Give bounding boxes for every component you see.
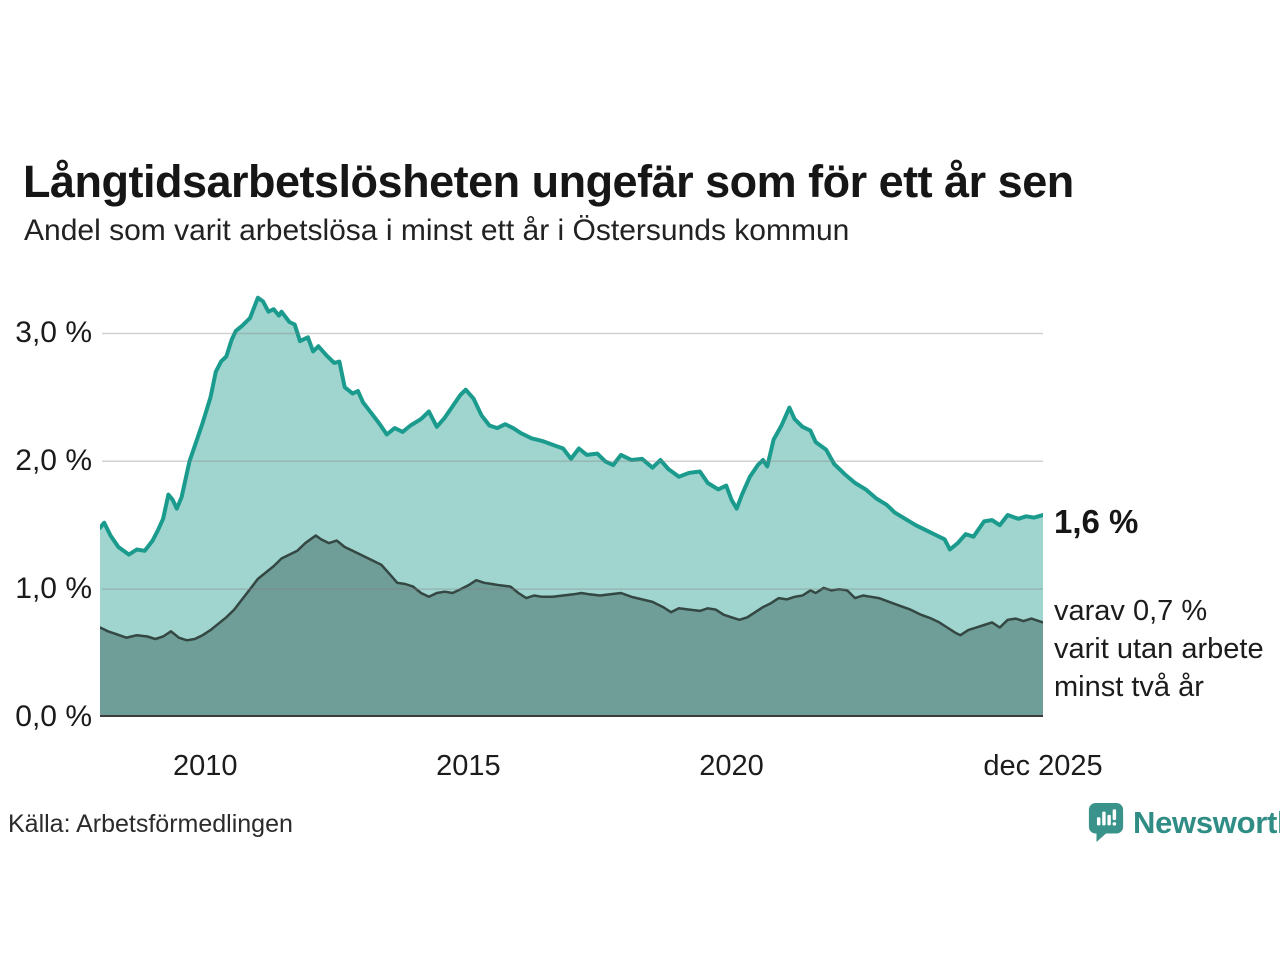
page-title: Långtidsarbetslösheten ungefär som för e… [23, 156, 1074, 208]
y-tick-label: 0,0 % [15, 700, 92, 733]
brand-logo: Newsworthy [1087, 801, 1280, 845]
x-tick-label: 2015 [436, 750, 501, 782]
secondary-annotation-line: varit utan arbete [1054, 633, 1264, 665]
latest-value-label: 1,6 % [1054, 503, 1139, 540]
secondary-annotation-line: minst två år [1054, 671, 1204, 703]
newsworthy-logo-icon [1088, 803, 1124, 842]
x-tick-label: 2020 [699, 750, 764, 782]
brand-wordmark: Newsworthy [1133, 805, 1280, 840]
series-area-1 [100, 535, 1043, 717]
series-line-1 [100, 534, 1043, 642]
chart-subtitle: Andel som varit arbetslösa i minst ett å… [24, 214, 850, 247]
x-tick-label: 2010 [172, 750, 238, 782]
area-chart [100, 295, 1043, 717]
x-tick-label: dec 2025 [983, 750, 1103, 782]
series-line-0 [100, 295, 1043, 557]
y-tick-label: 1,0 % [15, 572, 92, 606]
secondary-value-annotation: varav 0,7 % varit utan arbete minst två … [1054, 592, 1264, 706]
secondary-annotation-line: varav 0,7 % [1054, 595, 1208, 627]
source-note: Källa: Arbetsförmedlingen [8, 810, 293, 838]
y-tick-label: 2,0 % [15, 444, 92, 478]
y-tick-label: 3,0 % [15, 316, 92, 350]
